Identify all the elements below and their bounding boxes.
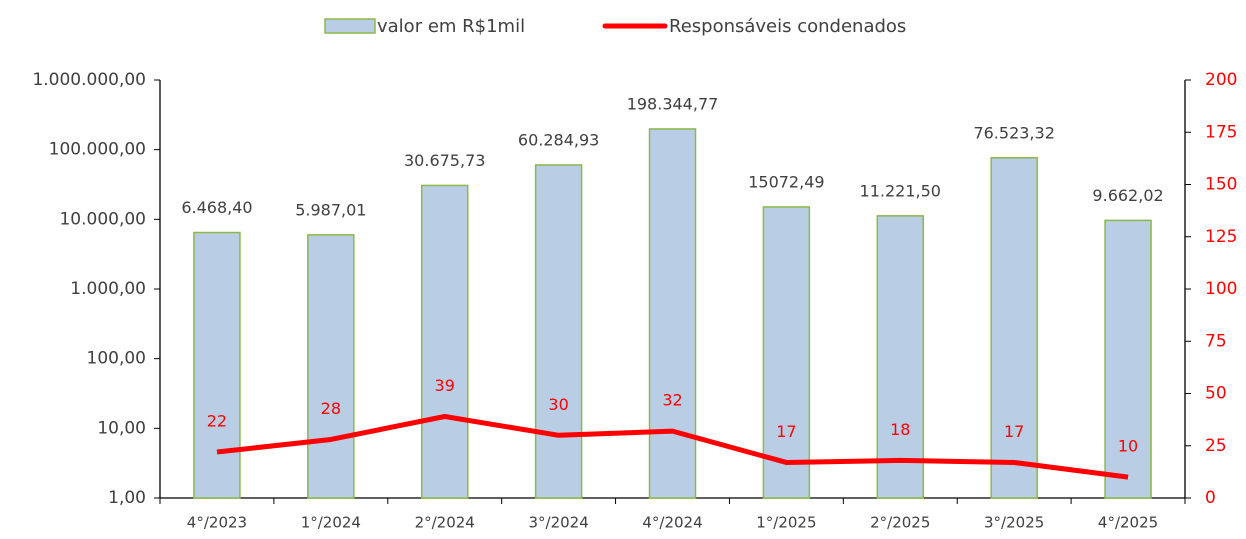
bar	[1104, 219, 1152, 499]
line-value-label: 18	[890, 420, 910, 439]
bar	[876, 215, 925, 499]
y2-tick-label: 75	[1205, 331, 1227, 351]
x-tick-label: 2°/2024	[415, 514, 475, 532]
line-value-label: 30	[548, 395, 568, 414]
bar	[762, 206, 811, 499]
y-tick-label: 1.000,00	[70, 279, 146, 299]
line-value-label: 17	[776, 422, 796, 441]
y-tick-label: 1.000.000,00	[32, 70, 146, 90]
legend-swatch	[324, 18, 376, 34]
bar	[648, 128, 697, 499]
line-value-label: 32	[662, 391, 682, 410]
y-tick-label: 10.000,00	[59, 209, 146, 229]
bar-value-label: 11.221,50	[860, 181, 941, 200]
bar	[193, 231, 241, 499]
y2-tick-label: 175	[1205, 122, 1237, 142]
bar	[307, 234, 355, 499]
y2-tick-label: 50	[1205, 384, 1227, 404]
x-tick-label: 2°/2025	[870, 514, 930, 532]
y2-tick-label: 25	[1205, 436, 1227, 456]
bar-value-label: 198.344,77	[627, 94, 719, 113]
y-tick-label: 100.000,00	[49, 140, 146, 160]
y2-tick-label: 100	[1205, 279, 1237, 299]
x-tick-label: 1°/2025	[756, 514, 816, 532]
y2-tick-label: 150	[1205, 175, 1237, 195]
bar	[534, 164, 583, 499]
line-value-label: 22	[207, 412, 227, 431]
line-value-label: 10	[1118, 437, 1138, 456]
line-value-label: 28	[321, 399, 341, 418]
y-tick-label: 100,00	[87, 349, 146, 369]
bar-value-label: 6.468,40	[181, 198, 252, 217]
line	[216, 413, 1129, 480]
y-tick-label: 1,00	[108, 488, 146, 508]
bar-value-label: 15072,49	[748, 172, 824, 191]
legend-label: valor em R$1mil	[377, 16, 525, 37]
x-tick-label: 4°/2025	[1098, 514, 1158, 532]
bar-value-label: 76.523,32	[973, 123, 1054, 142]
y2-tick-label: 125	[1205, 227, 1237, 247]
bar	[990, 157, 1038, 499]
x-tick-label: 1°/2024	[301, 514, 361, 532]
bar-value-label: 9.662,02	[1092, 186, 1163, 205]
line-value-label: 17	[1004, 422, 1024, 441]
bar-value-label: 30.675,73	[404, 151, 485, 170]
bar-value-label: 60.284,93	[518, 130, 599, 149]
x-tick-label: 3°/2025	[984, 514, 1044, 532]
y2-tick-label: 0	[1205, 488, 1216, 508]
line-value-label: 39	[435, 376, 455, 395]
legend-label: Responsáveis condenados	[669, 16, 906, 37]
x-tick-label: 4°/2024	[642, 514, 702, 532]
x-tick-label: 3°/2024	[528, 514, 588, 532]
bar	[420, 184, 469, 499]
y2-tick-label: 200	[1205, 70, 1237, 90]
bar-value-label: 5.987,01	[295, 200, 366, 219]
y-tick-label: 10,00	[97, 418, 146, 438]
x-tick-label: 4°/2023	[187, 514, 247, 532]
